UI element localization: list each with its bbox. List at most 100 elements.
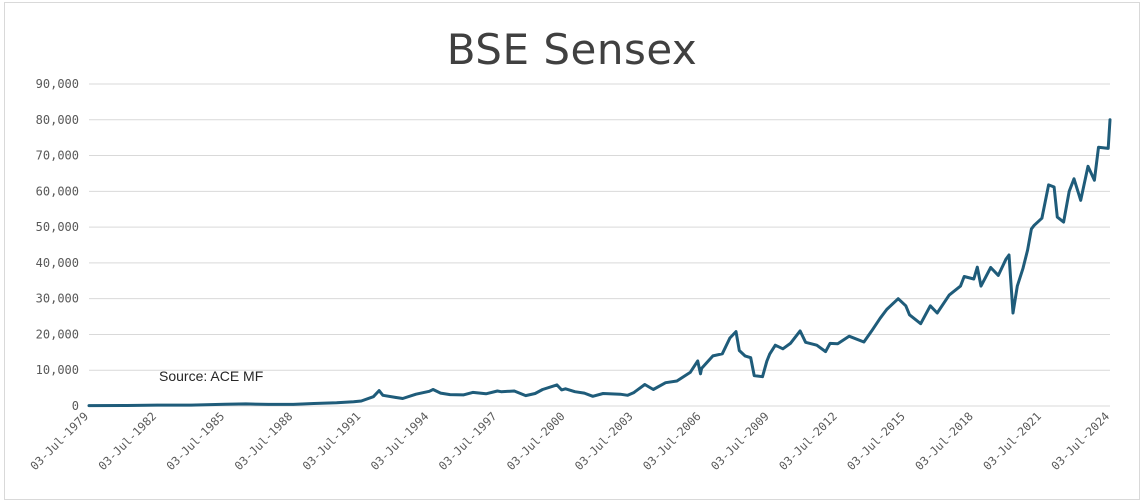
data-point bbox=[394, 396, 397, 399]
y-tick-label: 90,000 bbox=[36, 77, 79, 91]
data-point bbox=[244, 402, 247, 406]
x-tick-label: 03-Jul-1994 bbox=[368, 409, 432, 473]
data-point bbox=[919, 322, 922, 325]
data-point bbox=[689, 371, 692, 374]
x-tick-label: 03-Jul-2006 bbox=[640, 409, 704, 473]
data-point bbox=[824, 350, 827, 353]
data-point bbox=[870, 329, 873, 333]
data-point bbox=[513, 389, 516, 393]
data-point bbox=[1107, 147, 1110, 150]
data-point bbox=[1004, 258, 1008, 261]
data-point bbox=[963, 275, 966, 278]
data-point bbox=[878, 317, 882, 320]
x-tick-label: 03-Jul-1991 bbox=[300, 409, 364, 473]
data-point bbox=[121, 404, 125, 407]
data-point bbox=[1097, 146, 1100, 149]
x-tick-label: 03-Jul-2012 bbox=[776, 409, 840, 473]
data-point bbox=[929, 304, 932, 307]
data-point bbox=[836, 342, 839, 345]
data-point bbox=[997, 274, 1000, 277]
data-point bbox=[1056, 215, 1059, 219]
data-point bbox=[224, 403, 227, 406]
data-point bbox=[885, 308, 888, 311]
x-axis-ticks: 03-Jul-1979 03-Jul-1982 03-Jul-1985 03-Jul-… bbox=[27, 409, 1112, 473]
data-point bbox=[753, 374, 756, 377]
data-point bbox=[1093, 179, 1096, 182]
data-point bbox=[1030, 227, 1033, 231]
line-chart: 0 10,000 20,000 30,000 40,000 50,000 60,000 70,… bbox=[27, 77, 1112, 473]
data-point bbox=[377, 389, 381, 392]
data-point bbox=[1011, 311, 1015, 315]
y-tick-label: 60,000 bbox=[36, 184, 79, 198]
data-point bbox=[1033, 224, 1036, 227]
x-tick-label: 03-Jul-2024 bbox=[1048, 409, 1112, 473]
data-point bbox=[626, 394, 629, 397]
data-point bbox=[1086, 165, 1090, 168]
data-point bbox=[976, 266, 979, 269]
data-point bbox=[768, 352, 771, 356]
x-tick-label: 03-Jul-2018 bbox=[912, 409, 976, 473]
data-point bbox=[312, 402, 316, 405]
data-point bbox=[1079, 199, 1082, 202]
x-tick-label: 03-Jul-1979 bbox=[27, 409, 91, 473]
data-point bbox=[904, 304, 907, 307]
data-point bbox=[1040, 217, 1044, 220]
data-point bbox=[601, 392, 605, 395]
data-point bbox=[804, 341, 807, 344]
y-tick-label: 80,000 bbox=[36, 113, 79, 127]
data-point bbox=[632, 391, 635, 394]
data-point bbox=[484, 392, 488, 395]
x-tick-label: 03-Jul-2003 bbox=[572, 409, 636, 473]
data-point bbox=[1072, 177, 1076, 180]
data-point bbox=[847, 335, 851, 338]
data-point bbox=[1062, 220, 1065, 224]
data-point bbox=[798, 329, 802, 333]
data-point bbox=[560, 388, 563, 392]
y-tick-label: 0 bbox=[72, 399, 79, 413]
data-point bbox=[1007, 253, 1011, 257]
chart-container: BSE Sensex 0 10,000 20,000 30,000 40,000 50,0… bbox=[4, 2, 1140, 500]
data-point bbox=[765, 360, 768, 363]
data-point bbox=[761, 375, 764, 378]
y-tick-label: 50,000 bbox=[36, 220, 79, 234]
data-point bbox=[462, 393, 465, 397]
y-axis-ticks: 0 10,000 20,000 30,000 40,000 50,000 60,000 70,… bbox=[36, 77, 79, 413]
data-point bbox=[471, 391, 474, 394]
data-point bbox=[524, 394, 527, 397]
data-point bbox=[591, 395, 594, 398]
data-point bbox=[643, 383, 646, 386]
data-point bbox=[533, 392, 537, 395]
data-point bbox=[789, 342, 792, 345]
data-point bbox=[749, 356, 752, 359]
data-point bbox=[734, 330, 738, 333]
data-point bbox=[155, 403, 159, 407]
series-layer bbox=[87, 118, 1112, 408]
data-point bbox=[431, 388, 435, 391]
gridlines bbox=[89, 83, 1110, 407]
data-point bbox=[743, 354, 747, 358]
x-tick-label: 03-Jul-2015 bbox=[844, 409, 908, 473]
y-tick-label: 30,000 bbox=[36, 292, 79, 306]
chart-title: BSE Sensex bbox=[446, 25, 698, 74]
data-point bbox=[267, 403, 270, 406]
data-point bbox=[815, 344, 818, 347]
data-point bbox=[972, 277, 975, 281]
data-point bbox=[1108, 118, 1112, 122]
x-tick-label: 03-Jul-1982 bbox=[95, 409, 159, 473]
data-point bbox=[499, 390, 503, 393]
data-point bbox=[1047, 183, 1050, 187]
data-point bbox=[908, 313, 911, 316]
data-point bbox=[401, 397, 404, 400]
data-point bbox=[1016, 284, 1019, 288]
data-point bbox=[936, 311, 939, 315]
data-point bbox=[979, 284, 983, 288]
data-point bbox=[828, 342, 832, 345]
y-tick-label: 40,000 bbox=[36, 256, 79, 270]
data-point bbox=[439, 391, 442, 395]
data-point bbox=[573, 390, 577, 393]
data-point bbox=[696, 359, 699, 363]
data-point bbox=[619, 393, 622, 396]
data-point bbox=[541, 388, 544, 391]
data-point bbox=[699, 372, 702, 375]
data-point bbox=[1068, 190, 1071, 193]
